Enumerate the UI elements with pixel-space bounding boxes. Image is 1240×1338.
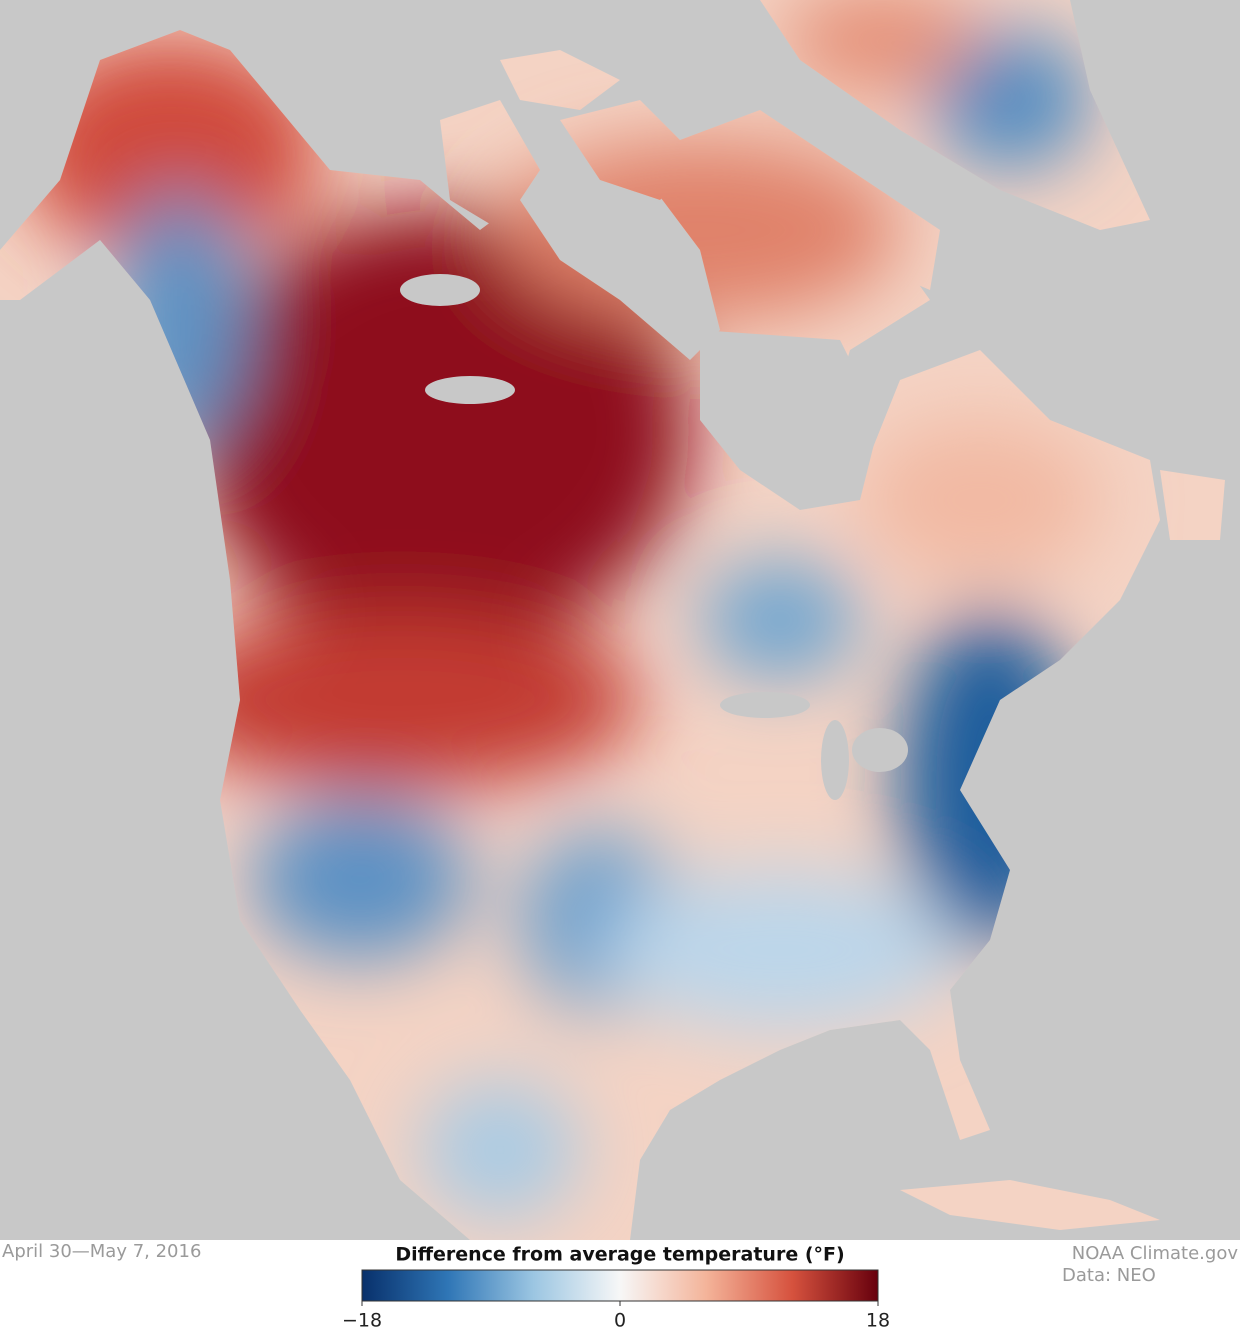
tick-label: 18: [866, 1310, 890, 1332]
credit: NOAA Climate.gov: [1072, 1243, 1239, 1264]
lake: [852, 728, 908, 772]
lake: [400, 274, 480, 306]
tick-label: 0: [614, 1310, 626, 1332]
tick-label: −18: [342, 1310, 382, 1332]
legend-title: Difference from average temperature (°F): [395, 1244, 844, 1266]
date: April 30—May 7, 2016: [2, 1241, 201, 1262]
colorbar: −18 0 18: [342, 1269, 890, 1332]
colorbar-fill: [361, 1269, 879, 1302]
lake: [821, 720, 849, 800]
lake: [720, 692, 810, 718]
source: Data: NEO: [1062, 1265, 1156, 1286]
hudson-bay: [700, 330, 880, 510]
lake: [425, 376, 515, 404]
